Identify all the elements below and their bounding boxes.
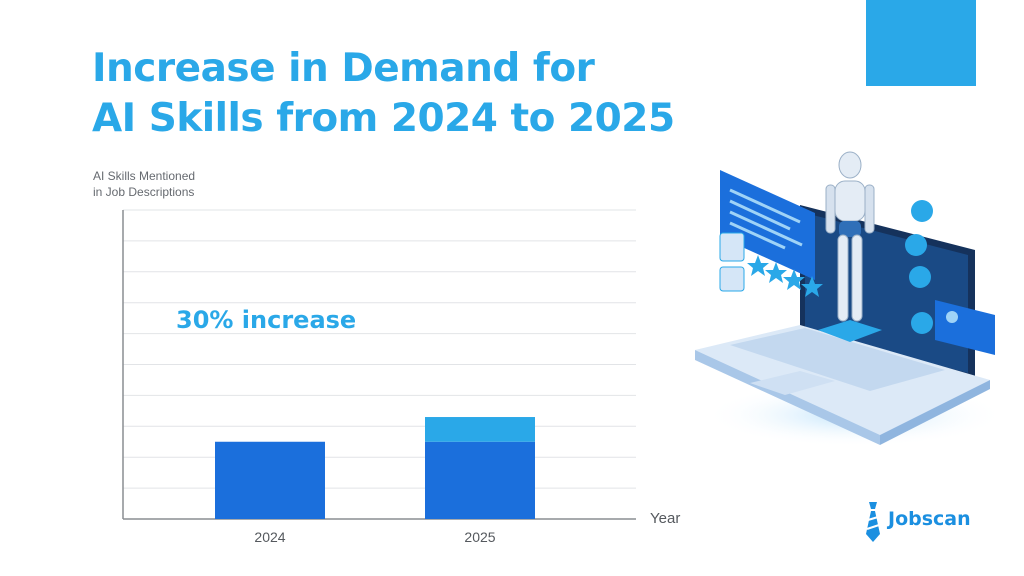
rating-stars-icon [747, 255, 823, 297]
jobscan-logo: Jobscan [864, 500, 984, 544]
page-title: Increase in Demand for AI Skills from 20… [92, 44, 675, 144]
x-axis-label: Year [650, 510, 680, 527]
increase-annotation: 30% increase [176, 306, 356, 334]
brand-name: Jobscan [888, 508, 971, 530]
bar-2025-segment-1 [425, 441, 535, 519]
laptop-trackpad [750, 371, 835, 395]
x-tick-labels: 2024 2025 [254, 529, 495, 545]
x-tick-label-2025: 2025 [464, 529, 495, 545]
phone-icon [905, 234, 927, 256]
y-axis-label: AI Skills Mentioned in Job Descriptions [93, 168, 195, 200]
chat-icon [909, 266, 931, 288]
card-icon [719, 266, 745, 292]
y-axis-label-line-1: AI Skills Mentioned [93, 169, 196, 183]
email-icon [911, 200, 933, 222]
title-line-2: AI Skills from 2024 to 2025 [92, 96, 675, 141]
laptop-keyboard [730, 328, 945, 391]
bar-2024-segment-1 [215, 441, 325, 519]
x-tick-label-2024: 2024 [254, 529, 285, 545]
bot-icon [911, 312, 933, 334]
bar-2025-segment-2 [425, 417, 535, 442]
grid-lines [123, 209, 636, 489]
hologram-platform [818, 320, 882, 342]
title-line-1: Increase in Demand for [92, 46, 595, 91]
y-axis-label-line-2: in Job Descriptions [93, 185, 195, 199]
support-24-7-icon [719, 232, 745, 262]
corner-accent-block [866, 0, 976, 86]
humanoid-robot [825, 151, 875, 322]
bars [215, 417, 535, 519]
ai-robot-laptop-illustration [695, 151, 1005, 447]
tie-logo-icon [866, 502, 880, 542]
user-icon [946, 311, 958, 323]
